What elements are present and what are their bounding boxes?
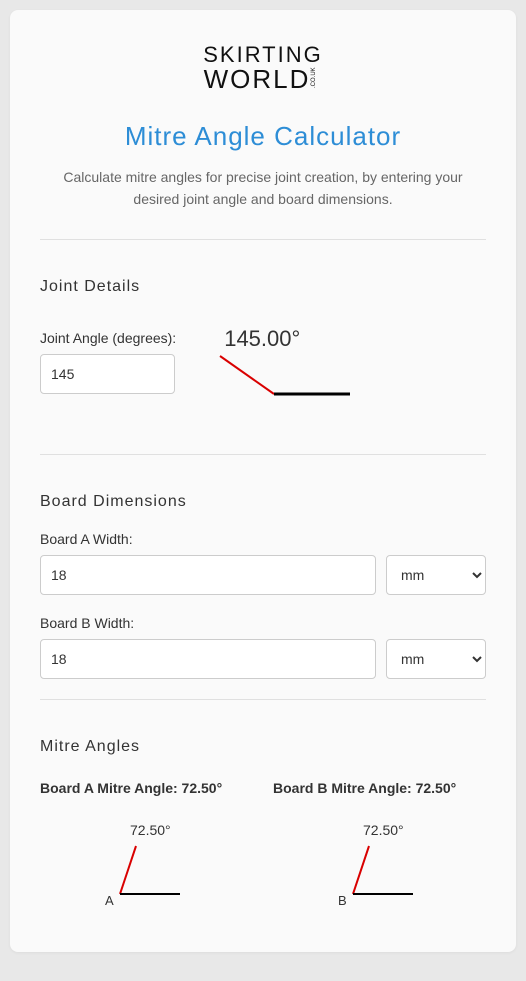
page-subtitle: Calculate mitre angles for precise joint… <box>40 166 486 211</box>
joint-angle-viz: 145.00° <box>188 330 486 410</box>
page-title: Mitre Angle Calculator <box>40 121 486 152</box>
board-a-mitre-heading: Board A Mitre Angle: 72.50° <box>40 780 253 796</box>
board-a-width-input[interactable] <box>40 555 376 595</box>
divider <box>40 454 486 455</box>
board-a-row: mm <box>40 555 486 595</box>
joint-angle-input[interactable] <box>40 354 175 394</box>
board-b-red-line <box>353 846 369 894</box>
board-b-width-input[interactable] <box>40 639 376 679</box>
board-dimensions-heading: Board Dimensions <box>40 493 486 511</box>
board-a-label-char: A <box>105 893 114 908</box>
board-b-label: Board B Width: <box>40 615 486 631</box>
logo-line2: WORLD <box>204 64 311 94</box>
joint-angle-label: Joint Angle (degrees): <box>40 330 176 346</box>
mitre-col-b: Board B Mitre Angle: 72.50° 72.50° B <box>273 780 486 912</box>
board-b-row: mm <box>40 639 486 679</box>
mitre-results: Board A Mitre Angle: 72.50° 72.50° A Boa… <box>40 780 486 912</box>
divider <box>40 699 486 700</box>
board-b-angle-text: 72.50° <box>363 822 404 838</box>
board-b-label-char: B <box>338 893 347 908</box>
board-dimensions-section: Board Dimensions Board A Width: mm Board… <box>40 493 486 679</box>
board-b-mitre-viz: 72.50° B <box>273 822 486 912</box>
logo: SKIRTING WORLD .CO.UK <box>40 38 486 103</box>
joint-red-line <box>220 356 274 394</box>
board-b-mitre-heading: Board B Mitre Angle: 72.50° <box>273 780 486 796</box>
calculator-card: SKIRTING WORLD .CO.UK Mitre Angle Calcul… <box>10 10 516 952</box>
mitre-col-a: Board A Mitre Angle: 72.50° 72.50° A <box>40 780 253 912</box>
board-a-unit-select[interactable]: mm <box>386 555 486 595</box>
divider <box>40 239 486 240</box>
board-a-angle-text: 72.50° <box>130 822 171 838</box>
logo-suffix: .CO.UK <box>311 67 317 88</box>
logo-svg: SKIRTING WORLD .CO.UK <box>183 38 343 98</box>
joint-angle-display: 145.00° <box>224 326 300 352</box>
mitre-angles-heading: Mitre Angles <box>40 738 486 756</box>
board-b-unit-select[interactable]: mm <box>386 639 486 679</box>
joint-angle-row: Joint Angle (degrees): 145.00° <box>40 330 486 410</box>
board-a-red-line <box>120 846 136 894</box>
board-a-label: Board A Width: <box>40 531 486 547</box>
board-a-mitre-viz: 72.50° A <box>40 822 253 912</box>
joint-angle-control: Joint Angle (degrees): <box>40 330 176 394</box>
joint-details-heading: Joint Details <box>40 278 486 296</box>
